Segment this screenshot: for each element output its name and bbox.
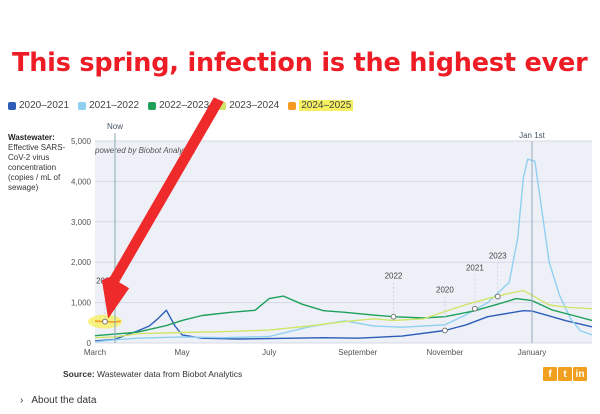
x-tick-label: May: [175, 348, 190, 357]
x-tick-label: July: [262, 348, 276, 357]
year-point: [494, 293, 501, 300]
series-line: [94, 289, 593, 339]
year-label: 2023: [489, 252, 507, 261]
x-tick-label: November: [426, 348, 463, 357]
y-axis-label-text: Effective SARS-CoV-2 virus concentration…: [8, 143, 66, 192]
jan-marker-label: Jan 1st: [519, 131, 546, 140]
year-label: 2020: [436, 285, 454, 294]
legend-item-2021-2022[interactable]: 2021–2022: [78, 100, 139, 111]
chart-legend: 2020–2021 2021–2022 2022–2023 2023–2024 …: [8, 100, 354, 111]
year-point: [471, 305, 478, 312]
legend-label: 2024–2025: [299, 100, 354, 111]
legend-swatch: [8, 101, 16, 110]
legend-swatch: [288, 101, 297, 110]
y-tick-label: 4,000: [71, 177, 92, 186]
x-tick-label: September: [338, 348, 377, 357]
legend-swatch: [78, 101, 87, 110]
y-tick-label: 1,000: [71, 299, 92, 308]
x-tick-label: March: [84, 348, 106, 357]
source-label: Source:: [63, 369, 95, 379]
source-text: Wastewater data from Biobot Analytics: [97, 369, 243, 379]
twitter-icon[interactable]: t: [558, 367, 572, 381]
series-line: [94, 309, 593, 342]
y-axis-label: Wastewater: Effective SARS-CoV-2 virus c…: [8, 133, 72, 193]
year-point: [441, 327, 448, 334]
linkedin-icon[interactable]: in: [573, 367, 587, 381]
legend-label: 2022–2023: [159, 100, 210, 111]
legend-item-2022-2023[interactable]: 2022–2023: [148, 100, 209, 111]
legend-item-2020-2021[interactable]: 2020–2021: [8, 100, 69, 111]
legend-item-2024-2025[interactable]: 2024–2025: [288, 100, 354, 111]
chevron-right-icon: ›: [20, 395, 24, 406]
facebook-icon[interactable]: f: [543, 367, 557, 381]
y-tick-label: 0: [87, 339, 92, 348]
x-tick-label: January: [518, 348, 546, 357]
year-label: 2021: [466, 264, 484, 273]
legend-item-2023-2024[interactable]: 2023–2024: [218, 100, 279, 111]
share-buttons: f t in: [543, 367, 587, 381]
y-tick-label: 3,000: [71, 218, 92, 227]
y-tick-label: 2,000: [71, 258, 92, 267]
headline-annotation: This spring, infection is the highest ev…: [12, 48, 588, 78]
year-point: [102, 318, 108, 325]
source-note: Source: Wastewater data from Biobot Anal…: [63, 369, 242, 379]
legend-label: 2021–2022: [89, 100, 140, 111]
y-axis-label-title: Wastewater:: [8, 133, 55, 142]
legend-swatch: [148, 101, 157, 110]
y-tick-label: 5,000: [71, 137, 92, 146]
annotation-arrow: [101, 97, 224, 319]
series-line: [94, 295, 593, 337]
legend-swatch: [218, 101, 227, 110]
about-the-data-link[interactable]: › About the data: [20, 395, 96, 406]
series-line: [94, 320, 121, 323]
year-point: [390, 313, 397, 320]
now-marker-label: Now: [107, 122, 123, 131]
legend-label: 2023–2024: [229, 100, 280, 111]
legend-label: 2020–2021: [19, 100, 70, 111]
watermark-text: powered by Biobot Analytics: [94, 146, 195, 155]
about-the-data-label: About the data: [31, 395, 97, 406]
year-label: 2022: [385, 272, 403, 281]
